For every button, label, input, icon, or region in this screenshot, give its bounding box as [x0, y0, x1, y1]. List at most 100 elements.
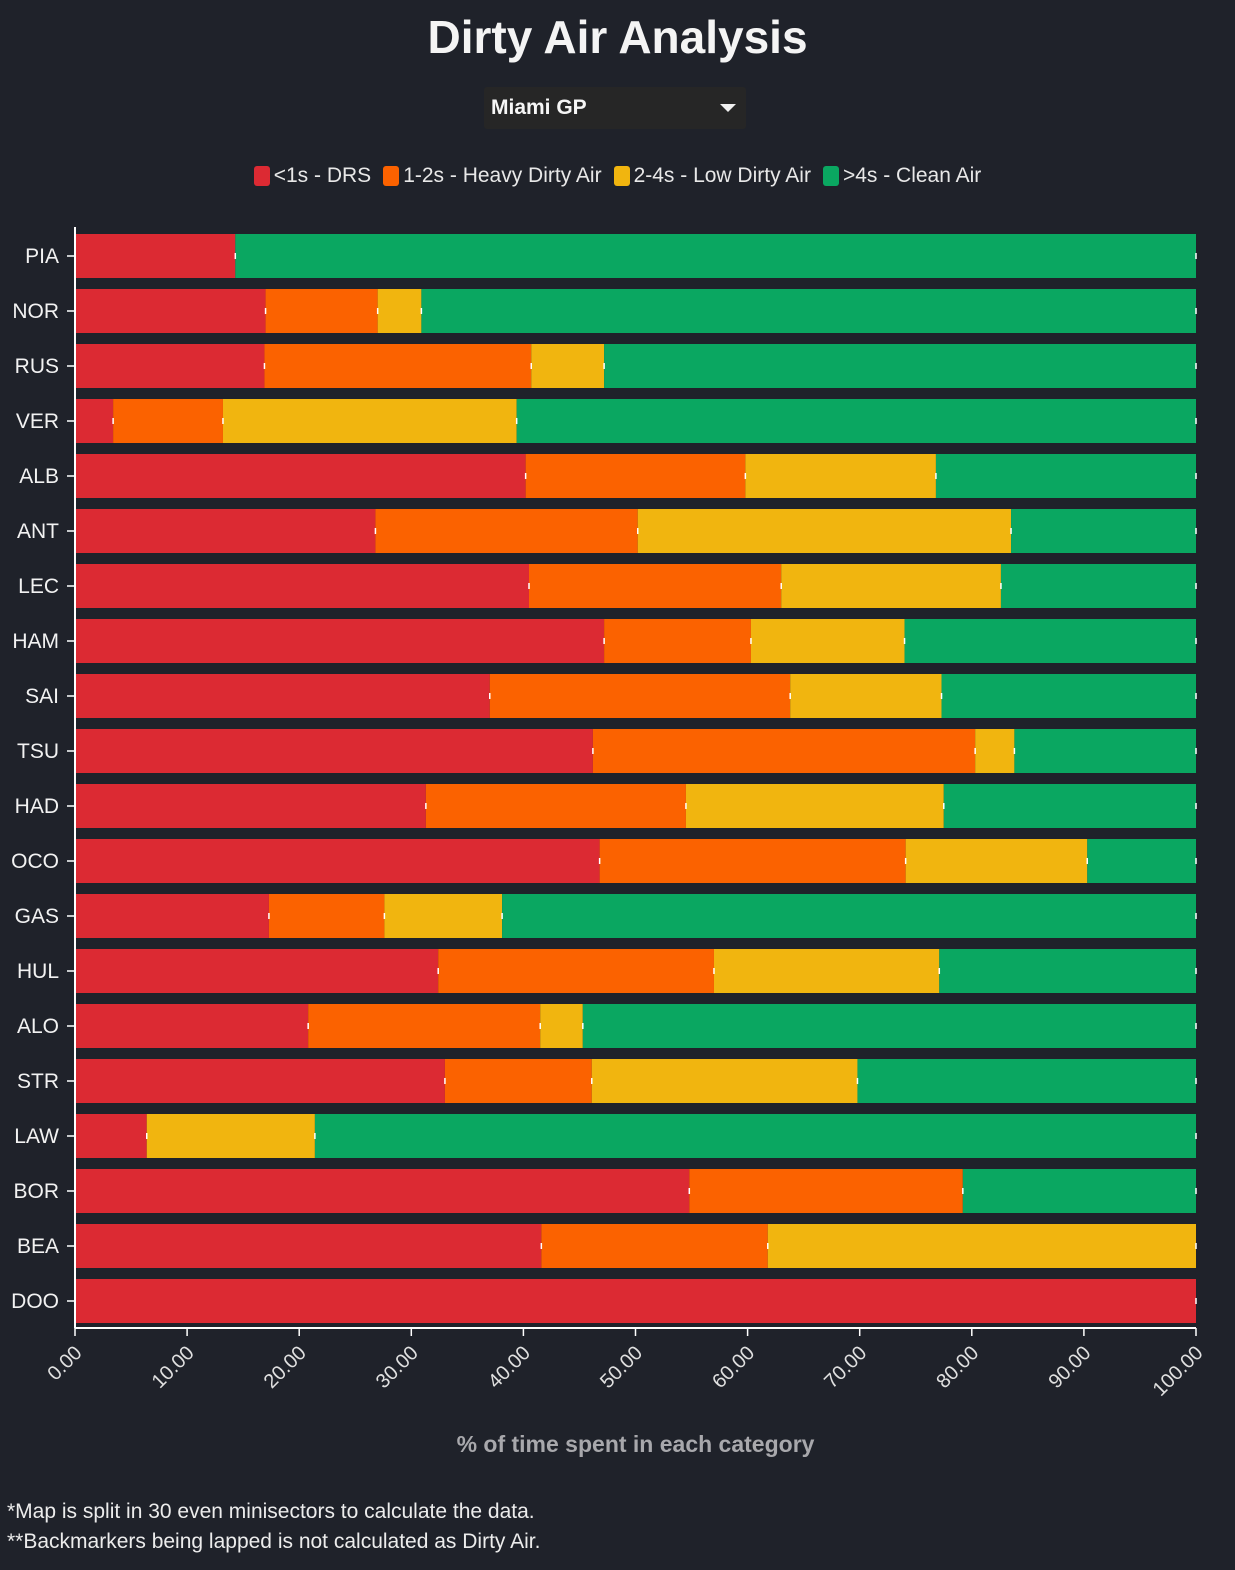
bar-segment	[541, 1224, 768, 1268]
bar-segment	[689, 1169, 963, 1213]
bar-segment	[75, 1279, 1196, 1323]
legend-item-drs[interactable]: <1s - DRS	[253, 164, 372, 188]
bar-segment	[444, 1059, 592, 1103]
x-tick-label: 20.00	[260, 1342, 311, 1393]
y-tick-label: HUL	[17, 960, 59, 983]
chevron-down-icon	[720, 104, 736, 112]
stacked-bar-chart: PIA NOR RUS VER ALB ANT LEC HAM SAI TSU HAD OCO GAS H…	[11, 227, 1208, 1457]
x-tick-label: 50.00	[596, 1342, 647, 1393]
bar-segment	[421, 289, 1196, 333]
bar-segment	[75, 509, 376, 553]
legend-item-low-dirty-air[interactable]: 2-4s - Low Dirty Air	[613, 164, 811, 188]
footnote-backmarkers: **Backmarkers being lapped is not calcul…	[7, 1530, 541, 1553]
legend-label: >4s - Clean Air	[842, 164, 982, 187]
legend-swatch	[253, 166, 270, 186]
bar-segment	[75, 1224, 542, 1268]
bar-segment	[75, 784, 426, 828]
bar-segment	[75, 1059, 445, 1103]
bar-segment	[525, 454, 746, 498]
y-tick-label: LAW	[14, 1125, 59, 1148]
x-tick-label: 0.00	[43, 1342, 86, 1385]
bar-segment	[438, 949, 714, 993]
bar-segment	[1014, 729, 1196, 773]
y-tick-label: HAD	[15, 795, 59, 818]
bar-segment	[781, 564, 1001, 608]
bar-segment	[75, 1004, 309, 1048]
bar-segment	[1087, 839, 1196, 883]
y-tick-label: ANT	[17, 520, 59, 543]
y-tick-label: HAM	[12, 630, 59, 653]
bar-segment	[531, 344, 605, 388]
y-tick-label: GAS	[15, 905, 59, 928]
x-axis-title: % of time spent in each category	[457, 1431, 815, 1457]
bar-segment	[1011, 509, 1196, 553]
legend-item-clean-air[interactable]: >4s - Clean Air	[822, 164, 982, 188]
x-tick-label: 60.00	[708, 1342, 759, 1393]
x-tick-label: 30.00	[372, 1342, 423, 1393]
bar-segment	[75, 399, 114, 443]
bar-segment	[767, 1224, 1196, 1268]
legend-swatch	[613, 166, 630, 186]
bar-segment	[75, 1114, 147, 1158]
bar-segment	[1000, 564, 1196, 608]
bar-segment	[516, 399, 1196, 443]
bar-segment	[75, 894, 269, 938]
bar-segment	[529, 564, 782, 608]
bar-segment	[377, 289, 422, 333]
bar-segment	[375, 509, 638, 553]
legend-item-heavy-dirty-air[interactable]: 1-2s - Heavy Dirty Air	[383, 164, 602, 188]
bar-segment	[308, 1004, 541, 1048]
bar-segment	[943, 784, 1196, 828]
y-tick-label: SAI	[25, 685, 59, 708]
legend-label: <1s - DRS	[273, 164, 372, 187]
bar-segment	[604, 344, 1196, 388]
bar-segment	[75, 564, 530, 608]
bar-segment	[857, 1059, 1196, 1103]
bar-segment	[502, 894, 1196, 938]
y-tick-label: RUS	[15, 355, 59, 378]
legend-label: 2-4s - Low Dirty Air	[633, 164, 811, 187]
bar-segment	[146, 1114, 315, 1158]
y-tick-label: STR	[17, 1070, 59, 1093]
race-select-dropdown[interactable]: Miami GP	[484, 87, 746, 129]
bar-segment	[750, 619, 905, 663]
bar-segment	[713, 949, 940, 993]
legend-swatch	[822, 166, 839, 186]
bar-segment	[582, 1004, 1196, 1048]
bar-segment	[75, 234, 236, 278]
bar-segment	[604, 619, 751, 663]
x-tick-label: 70.00	[820, 1342, 871, 1393]
bar-segment	[384, 894, 503, 938]
bar-segment	[591, 1059, 858, 1103]
bar-segment	[941, 674, 1196, 718]
legend-swatch	[383, 166, 400, 186]
bar-segment	[935, 454, 1196, 498]
y-tick-label: OCO	[11, 850, 59, 873]
y-tick-label: LEC	[18, 575, 59, 598]
bar-segment	[75, 619, 605, 663]
bar-segment	[425, 784, 686, 828]
y-tick-label: TSU	[17, 740, 59, 763]
bar-segment	[113, 399, 223, 443]
y-tick-label: NOR	[12, 300, 59, 323]
footnote-minisectors: *Map is split in 30 even minisectors to …	[7, 1500, 535, 1523]
bar-segment	[904, 619, 1196, 663]
bar-segment	[265, 289, 378, 333]
bar-segment	[75, 839, 600, 883]
bar-segment	[75, 729, 593, 773]
y-tick-label: BEA	[17, 1235, 59, 1258]
bar-segment	[75, 949, 439, 993]
x-tick-label: 80.00	[932, 1342, 983, 1393]
x-tick-label: 40.00	[484, 1342, 535, 1393]
bar-segment	[939, 949, 1196, 993]
y-tick-label: VER	[16, 410, 59, 433]
bar-segment	[790, 674, 942, 718]
bar-segment	[314, 1114, 1196, 1158]
bar-segment	[235, 234, 1197, 278]
bar-segment	[75, 289, 266, 333]
bar-segment	[975, 729, 1015, 773]
x-tick-label: 90.00	[1044, 1342, 1095, 1393]
y-tick-label: PIA	[25, 245, 59, 268]
bar-segment	[75, 344, 265, 388]
bar-segment	[905, 839, 1088, 883]
